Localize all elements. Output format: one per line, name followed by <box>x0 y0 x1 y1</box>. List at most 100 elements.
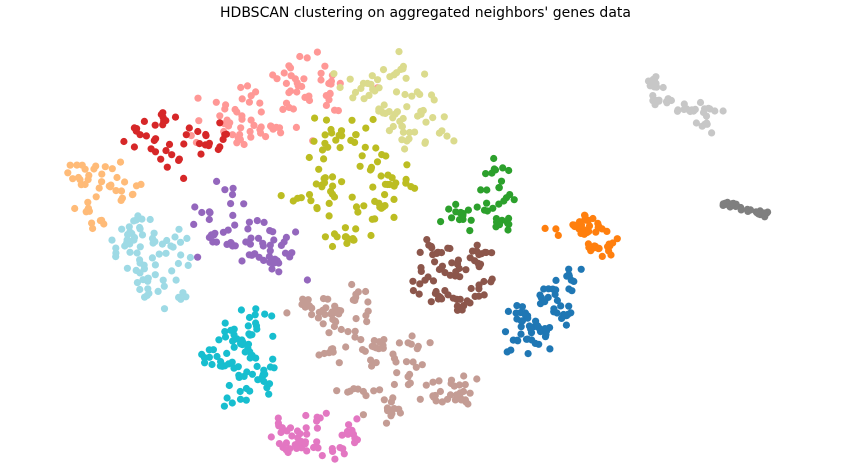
data-point <box>431 258 439 266</box>
data-point <box>248 370 256 378</box>
data-point <box>159 121 167 129</box>
data-point <box>302 411 310 420</box>
data-point <box>454 256 462 264</box>
data-point <box>92 162 100 170</box>
data-point <box>130 233 139 242</box>
data-point <box>283 427 291 435</box>
data-point <box>390 354 399 362</box>
data-point <box>570 221 579 229</box>
data-point <box>392 179 400 187</box>
data-point <box>330 230 339 238</box>
data-point <box>225 381 233 390</box>
data-point <box>399 62 407 70</box>
data-point <box>205 215 213 224</box>
data-point <box>247 92 255 100</box>
data-point <box>499 164 507 172</box>
data-point <box>257 108 265 116</box>
data-point <box>415 290 423 298</box>
data-point <box>408 92 416 100</box>
data-point <box>240 140 248 149</box>
data-point <box>367 356 375 364</box>
data-point <box>157 110 165 119</box>
data-point <box>441 287 449 295</box>
data-point <box>117 187 126 195</box>
data-point <box>313 205 321 213</box>
data-point <box>296 430 304 438</box>
data-point <box>247 133 255 141</box>
data-point <box>260 377 268 386</box>
data-point <box>138 231 147 239</box>
data-point <box>532 317 540 325</box>
data-point <box>408 332 416 340</box>
data-point <box>342 343 350 351</box>
data-point <box>198 208 206 217</box>
data-point <box>418 361 426 369</box>
data-point <box>185 124 193 132</box>
data-point <box>325 79 333 88</box>
data-point <box>144 274 152 282</box>
data-point <box>405 135 413 143</box>
data-point <box>565 302 573 310</box>
data-point <box>585 243 593 251</box>
data-point <box>328 173 337 181</box>
data-point <box>190 220 198 228</box>
data-point <box>368 342 376 350</box>
data-point <box>220 402 228 410</box>
data-point <box>395 339 403 347</box>
data-point <box>348 280 356 289</box>
data-point <box>148 254 156 262</box>
data-point <box>113 173 121 182</box>
data-point <box>609 239 617 247</box>
data-point <box>336 83 344 92</box>
data-point <box>351 333 359 341</box>
data-point <box>245 251 253 259</box>
data-point <box>274 419 282 427</box>
data-point <box>416 395 424 403</box>
data-point <box>299 295 307 303</box>
cluster-11 <box>198 305 278 410</box>
data-point <box>421 138 429 146</box>
data-point <box>182 131 190 139</box>
data-point <box>330 70 338 78</box>
data-point <box>279 443 287 452</box>
data-point <box>331 455 339 463</box>
data-point <box>527 325 535 333</box>
data-point <box>488 275 496 283</box>
data-point <box>594 223 602 232</box>
data-point <box>314 314 322 322</box>
data-point <box>403 161 411 169</box>
data-point <box>348 193 356 201</box>
data-point <box>324 295 332 303</box>
data-point <box>245 218 253 226</box>
data-point <box>438 127 446 135</box>
data-point <box>244 225 252 233</box>
data-point <box>260 256 268 264</box>
data-point <box>176 238 185 246</box>
data-point <box>576 218 584 226</box>
data-point <box>360 202 368 210</box>
data-point <box>577 229 585 237</box>
data-point <box>390 195 398 203</box>
data-point <box>552 276 560 284</box>
data-point <box>383 404 391 412</box>
data-point <box>445 205 453 213</box>
data-point <box>701 105 709 113</box>
data-point <box>471 257 479 265</box>
data-point <box>313 48 321 56</box>
data-point <box>328 308 336 316</box>
data-point <box>180 140 188 148</box>
data-point <box>399 114 407 123</box>
data-point <box>285 62 293 70</box>
data-point <box>191 203 199 211</box>
data-point <box>390 213 398 221</box>
data-point <box>228 191 237 199</box>
data-point <box>381 191 389 199</box>
data-point <box>361 143 369 151</box>
data-point <box>524 350 532 358</box>
data-point <box>174 259 182 268</box>
data-point <box>150 229 158 237</box>
data-point <box>348 116 356 124</box>
data-point <box>317 76 325 84</box>
data-point <box>464 400 472 408</box>
data-point <box>238 95 246 103</box>
